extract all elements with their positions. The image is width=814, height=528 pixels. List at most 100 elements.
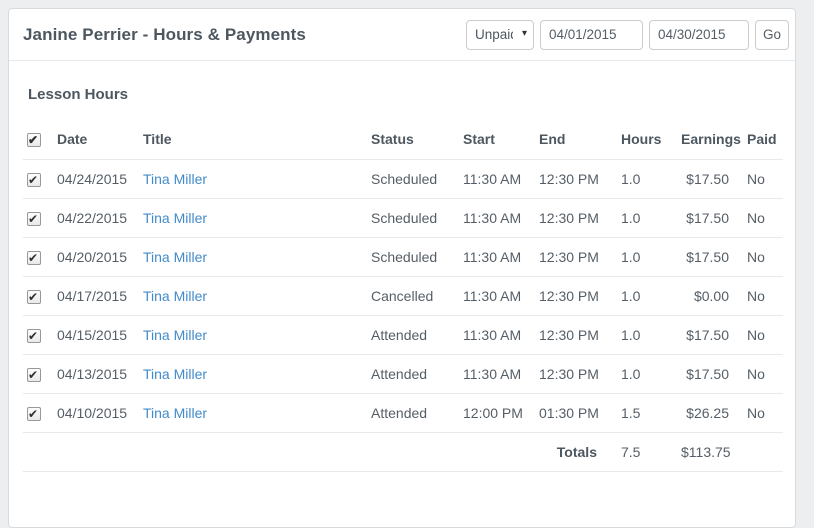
cell-date: 04/22/2015	[49, 198, 135, 238]
cell-title: Tina Miller	[135, 354, 363, 394]
hours-payments-panel: Janine Perrier - Hours & Payments Unpaid…	[8, 8, 796, 528]
paid-status-select[interactable]: Unpaid	[466, 19, 534, 50]
cell-earnings: $17.50	[673, 237, 735, 277]
cell-hours: 1.0	[613, 354, 673, 394]
column-header-title: Title	[143, 131, 172, 147]
row-checkbox-cell: ✔	[23, 393, 49, 433]
row-checkbox-cell: ✔	[23, 354, 49, 394]
lesson-title-link[interactable]: Tina Miller	[143, 405, 208, 421]
totals-hours: 7.5	[613, 432, 673, 472]
go-button[interactable]: Go	[755, 19, 789, 50]
row-checkbox[interactable]: ✔	[27, 407, 41, 422]
row-checkbox[interactable]: ✔	[27, 212, 41, 227]
table-row: ✔ 04/15/2015 Tina Miller Attended 11:30 …	[23, 315, 783, 355]
cell-hours: 1.0	[613, 198, 673, 238]
cell-date: 04/20/2015	[49, 237, 135, 277]
cell-start: 12:00 PM	[455, 393, 531, 433]
row-checkbox[interactable]: ✔	[27, 329, 41, 344]
table-row: ✔ 04/17/2015 Tina Miller Cancelled 11:30…	[23, 276, 783, 316]
cell-earnings: $17.50	[673, 354, 735, 394]
cell-start: 11:30 AM	[455, 354, 531, 394]
cell-title: Tina Miller	[135, 159, 363, 199]
cell-hours: 1.0	[613, 276, 673, 316]
cell-date: 04/10/2015	[49, 393, 135, 433]
start-date-input[interactable]	[540, 19, 643, 50]
cell-status: Attended	[363, 354, 455, 394]
cell-date: 04/15/2015	[49, 315, 135, 355]
totals-paid-empty	[735, 432, 783, 472]
table-row: ✔ 04/22/2015 Tina Miller Scheduled 11:30…	[23, 198, 783, 238]
cell-status: Scheduled	[363, 159, 455, 199]
select-all-cell: ✔	[23, 122, 49, 160]
table-header-row: ✔ Date Title Status Start End Hours Earn…	[23, 122, 783, 160]
cell-status: Scheduled	[363, 198, 455, 238]
cell-earnings: $17.50	[673, 198, 735, 238]
check-icon: ✔	[28, 329, 39, 344]
check-icon: ✔	[28, 251, 39, 266]
cell-start: 11:30 AM	[455, 159, 531, 199]
cell-hours: 1.0	[613, 159, 673, 199]
table-row: ✔ 04/10/2015 Tina Miller Attended 12:00 …	[23, 393, 783, 433]
select-all-checkbox[interactable]: ✔	[27, 133, 41, 148]
end-date-input[interactable]	[649, 19, 749, 50]
totals-earnings: $113.75	[673, 432, 735, 472]
lesson-title-link[interactable]: Tina Miller	[143, 249, 208, 265]
cell-paid: No	[735, 198, 783, 238]
lesson-title-link[interactable]: Tina Miller	[143, 171, 208, 187]
row-checkbox[interactable]: ✔	[27, 368, 41, 383]
cell-end: 12:30 PM	[531, 198, 613, 238]
cell-paid: No	[735, 237, 783, 277]
row-checkbox-cell: ✔	[23, 276, 49, 316]
cell-title: Tina Miller	[135, 276, 363, 316]
cell-earnings: $17.50	[673, 315, 735, 355]
lesson-title-link[interactable]: Tina Miller	[143, 288, 208, 304]
cell-status: Scheduled	[363, 237, 455, 277]
lesson-hours-table: ✔ Date Title Status Start End Hours Earn…	[23, 122, 783, 472]
cell-end: 12:30 PM	[531, 354, 613, 394]
page-title: Janine Perrier - Hours & Payments	[23, 24, 306, 44]
column-header-hours: Hours	[621, 131, 662, 147]
row-checkbox[interactable]: ✔	[27, 251, 41, 266]
table-row: ✔ 04/20/2015 Tina Miller Scheduled 11:30…	[23, 237, 783, 277]
cell-title: Tina Miller	[135, 393, 363, 433]
cell-paid: No	[735, 159, 783, 199]
check-icon: ✔	[28, 173, 39, 188]
panel-heading: Janine Perrier - Hours & Payments Unpaid…	[9, 9, 795, 61]
check-icon: ✔	[28, 133, 39, 148]
column-header-start: Start	[463, 131, 495, 147]
lesson-title-link[interactable]: Tina Miller	[143, 210, 208, 226]
section-title: Lesson Hours	[28, 86, 129, 103]
table-row: ✔ 04/24/2015 Tina Miller Scheduled 11:30…	[23, 159, 783, 199]
cell-hours: 1.5	[613, 393, 673, 433]
cell-date: 04/24/2015	[49, 159, 135, 199]
lesson-title-link[interactable]: Tina Miller	[143, 366, 208, 382]
cell-title: Tina Miller	[135, 198, 363, 238]
filter-bar: Unpaid ▾ Go	[466, 19, 789, 50]
cell-start: 11:30 AM	[455, 237, 531, 277]
totals-label: Totals	[23, 432, 613, 472]
paid-status-select-wrap: Unpaid ▾	[466, 19, 534, 50]
row-checkbox-cell: ✔	[23, 159, 49, 199]
check-icon: ✔	[28, 212, 39, 227]
column-header-end: End	[539, 131, 566, 147]
check-icon: ✔	[28, 407, 39, 422]
cell-end: 12:30 PM	[531, 276, 613, 316]
row-checkbox-cell: ✔	[23, 237, 49, 277]
cell-start: 11:30 AM	[455, 198, 531, 238]
cell-status: Attended	[363, 393, 455, 433]
panel-body: Lesson Hours ✔ Date Title Status St	[9, 61, 795, 472]
cell-start: 11:30 AM	[455, 315, 531, 355]
row-checkbox-cell: ✔	[23, 315, 49, 355]
cell-earnings: $0.00	[673, 276, 735, 316]
row-checkbox[interactable]: ✔	[27, 290, 41, 305]
cell-paid: No	[735, 393, 783, 433]
lesson-title-link[interactable]: Tina Miller	[143, 327, 208, 343]
cell-earnings: $17.50	[673, 159, 735, 199]
cell-end: 12:30 PM	[531, 237, 613, 277]
cell-earnings: $26.25	[673, 393, 735, 433]
cell-status: Cancelled	[363, 276, 455, 316]
column-header-earnings: Earnings	[681, 131, 741, 147]
row-checkbox[interactable]: ✔	[27, 173, 41, 188]
cell-title: Tina Miller	[135, 237, 363, 277]
cell-hours: 1.0	[613, 237, 673, 277]
